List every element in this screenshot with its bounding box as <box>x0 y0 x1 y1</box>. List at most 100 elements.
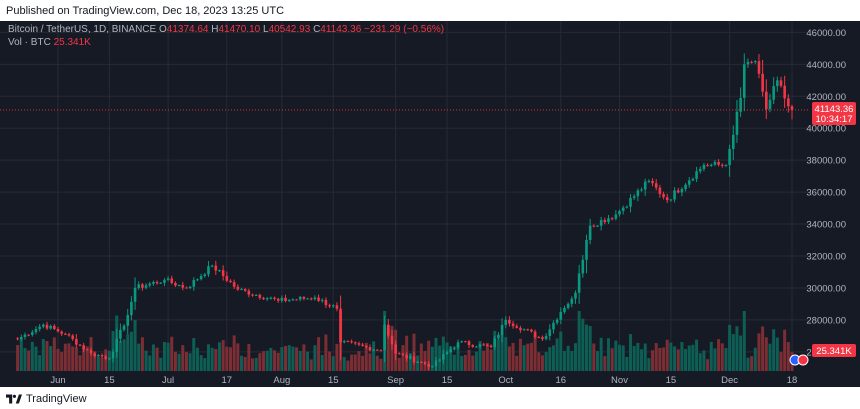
candle-body <box>45 324 49 329</box>
volume-bar <box>23 348 27 371</box>
volume-bar <box>350 354 354 371</box>
candle-body <box>717 162 720 165</box>
volume-badge <box>812 344 856 357</box>
volume-bar <box>588 326 592 371</box>
volume-bar <box>100 357 104 371</box>
candle-body <box>353 342 357 344</box>
volume-bar <box>544 352 548 371</box>
volume-bar <box>647 358 651 371</box>
candle-body <box>115 338 119 352</box>
volume-bar <box>474 351 478 371</box>
candle-body <box>130 301 133 316</box>
volume-bar <box>768 343 772 371</box>
candle-body <box>170 278 174 283</box>
candle-body <box>581 259 585 274</box>
volume-bar <box>269 347 273 371</box>
volume-bar <box>632 345 636 371</box>
volume-bar <box>698 353 702 371</box>
candle-body <box>20 337 23 340</box>
candle-body <box>86 349 89 351</box>
candle-body <box>71 335 74 339</box>
candle-body <box>552 322 555 330</box>
volume-bar <box>680 342 684 371</box>
candle-body <box>159 282 163 284</box>
volume-bar <box>27 350 31 371</box>
volume-bar <box>192 338 196 371</box>
candle-body <box>177 285 181 287</box>
candle-body <box>783 85 786 99</box>
volume-bar <box>372 341 376 371</box>
candle-body <box>163 279 166 283</box>
price-tick-label: 44000.00 <box>806 60 846 71</box>
volume-bar <box>478 341 482 371</box>
candle-body <box>137 284 141 288</box>
volume-bar <box>214 349 218 371</box>
volume-bar <box>728 324 732 371</box>
candle-body <box>702 164 706 169</box>
candle-body <box>673 190 676 200</box>
candle-body <box>398 353 401 355</box>
price-tick-label: 30000.00 <box>806 283 846 294</box>
candle-body <box>144 285 148 288</box>
volume-bar <box>221 340 225 371</box>
volume-bar <box>379 358 383 371</box>
volume-bar <box>151 344 155 371</box>
volume-bar <box>463 354 467 371</box>
candle-body <box>210 265 214 267</box>
candle-body <box>203 274 207 277</box>
volume-bar <box>324 334 328 371</box>
volume-bar <box>772 329 776 371</box>
volume-bar <box>757 333 761 371</box>
candle-body <box>188 286 192 288</box>
volume-bar <box>533 334 537 371</box>
volume-bar <box>489 349 493 371</box>
candle-body <box>236 286 240 290</box>
chart-panel[interactable]: 26000.0028000.0030000.0032000.0034000.00… <box>0 21 860 387</box>
candle-body <box>346 341 350 343</box>
volume-bar <box>82 346 86 371</box>
candle-body <box>467 341 471 346</box>
volume-bar <box>537 352 541 371</box>
volume-bar <box>643 343 647 371</box>
candle-body <box>724 164 728 166</box>
candle-body <box>104 356 108 359</box>
candle-body <box>779 80 783 86</box>
volume-bar <box>210 347 214 371</box>
candle-body <box>537 337 541 339</box>
volume-bar <box>570 350 574 371</box>
candle-body <box>155 281 159 284</box>
candle-body <box>148 283 152 286</box>
candle-body <box>141 284 144 288</box>
candle-body <box>614 214 618 219</box>
volume-bar <box>515 355 519 371</box>
candle-body <box>684 184 687 190</box>
candle-body <box>75 338 78 345</box>
candle-body <box>504 319 508 325</box>
volume-bar <box>386 328 390 371</box>
candle-body <box>471 345 475 347</box>
candle-body <box>16 338 19 340</box>
volume-bar <box>742 311 746 371</box>
candle-body <box>97 355 100 357</box>
volume-bar <box>750 356 754 371</box>
volume-bar <box>240 355 243 371</box>
candle-body <box>78 344 82 346</box>
date-tick-label: Sep <box>387 375 404 386</box>
candle-body <box>632 196 636 198</box>
candlestick-chart[interactable]: 26000.0028000.0030000.0032000.0034000.00… <box>0 21 860 387</box>
volume-bar <box>247 343 251 371</box>
candle-body <box>67 334 71 336</box>
candle-body <box>475 346 478 348</box>
candles <box>16 53 794 371</box>
volume-bar <box>173 351 177 371</box>
candle-body <box>585 240 588 260</box>
candle-body <box>497 334 500 339</box>
candle-body <box>555 319 559 323</box>
candle-body <box>570 298 574 304</box>
candle-body <box>768 99 772 110</box>
date-tick-label: 15 <box>442 375 453 386</box>
candle-body <box>317 297 320 301</box>
candle-body <box>577 273 581 293</box>
volume-bar <box>676 349 680 371</box>
volume-bar <box>640 349 644 371</box>
